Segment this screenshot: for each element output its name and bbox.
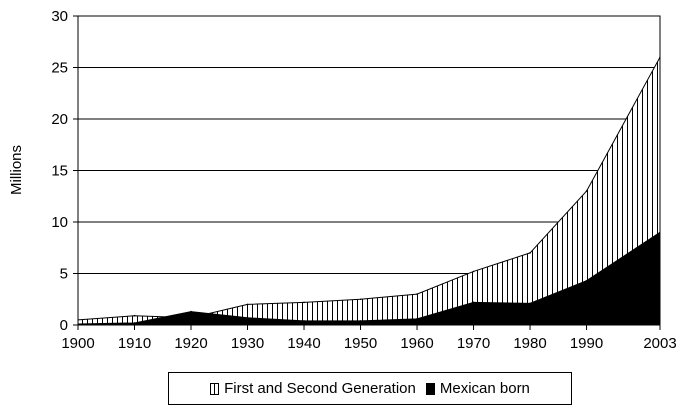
series-area-first-second-generation [78,56,660,325]
data-point-first-second-generation [472,270,475,273]
x-tick-label: 1920 [174,335,207,352]
x-tick-label: 1910 [118,335,151,352]
axis-ticks [73,15,661,330]
data-point-mexican-born [359,320,362,322]
y-tick-label: 30 [51,8,68,25]
data-point-first-second-generation [416,293,418,295]
legend-label: First and Second Generation [224,380,416,397]
x-tick-label: 1940 [287,335,320,352]
x-tick-label: 1930 [231,335,264,352]
y-tick-label: 10 [51,214,68,231]
x-tick-label: 1990 [570,335,603,352]
y-tick-labels: 0 5 10 15 20 25 30 [51,8,68,334]
x-tick-label: 1960 [400,335,433,352]
data-point-first-second-generation [529,252,531,254]
data-point-mexican-born [190,310,192,313]
data-point-mexican-born [303,320,305,322]
data-point-first-second-generation [133,314,136,317]
y-axis-title: Millions [8,145,25,195]
series-area-mexican-born [78,231,660,325]
solid-swatch-icon [425,382,435,395]
legend-item-first-second-generation: First and Second Generation [210,380,416,397]
y-tick-label: 25 [51,60,68,77]
y-tick-label: 0 [60,317,68,334]
data-point-mexican-born [133,322,136,324]
data-point-mexican-born [416,318,418,320]
hatch-swatch-icon [210,382,220,395]
y-tick-label: 15 [51,163,68,180]
x-tick-label: 1950 [344,335,377,352]
data-point-first-second-generation [585,190,588,192]
x-tick-labels: 1900 1910 1920 1930 1940 1950 1960 1970 1980 1990… [61,335,676,352]
y-tick-label: 5 [60,266,68,283]
series-areas [78,56,660,325]
data-point-first-second-generation [190,316,192,319]
data-point-mexican-born [472,301,475,304]
x-tick-label: 1900 [61,335,94,352]
data-point-first-second-generation [246,303,249,306]
data-point-first-second-generation [303,301,305,304]
legend: First and Second Generation Mexican born [168,372,572,405]
y-tick-label: 20 [51,111,68,128]
data-point-mexican-born [529,302,531,305]
x-tick-label: 1980 [513,335,546,352]
data-point-mexican-born [246,316,249,319]
data-point-first-second-generation [359,298,362,301]
data-point-mexican-born [585,279,588,282]
legend-label: Mexican born [439,380,530,397]
x-tick-label: 1970 [457,335,490,352]
x-tick-label: 2003 [643,335,676,352]
legend-item-mexican-born: Mexican born [425,380,530,397]
